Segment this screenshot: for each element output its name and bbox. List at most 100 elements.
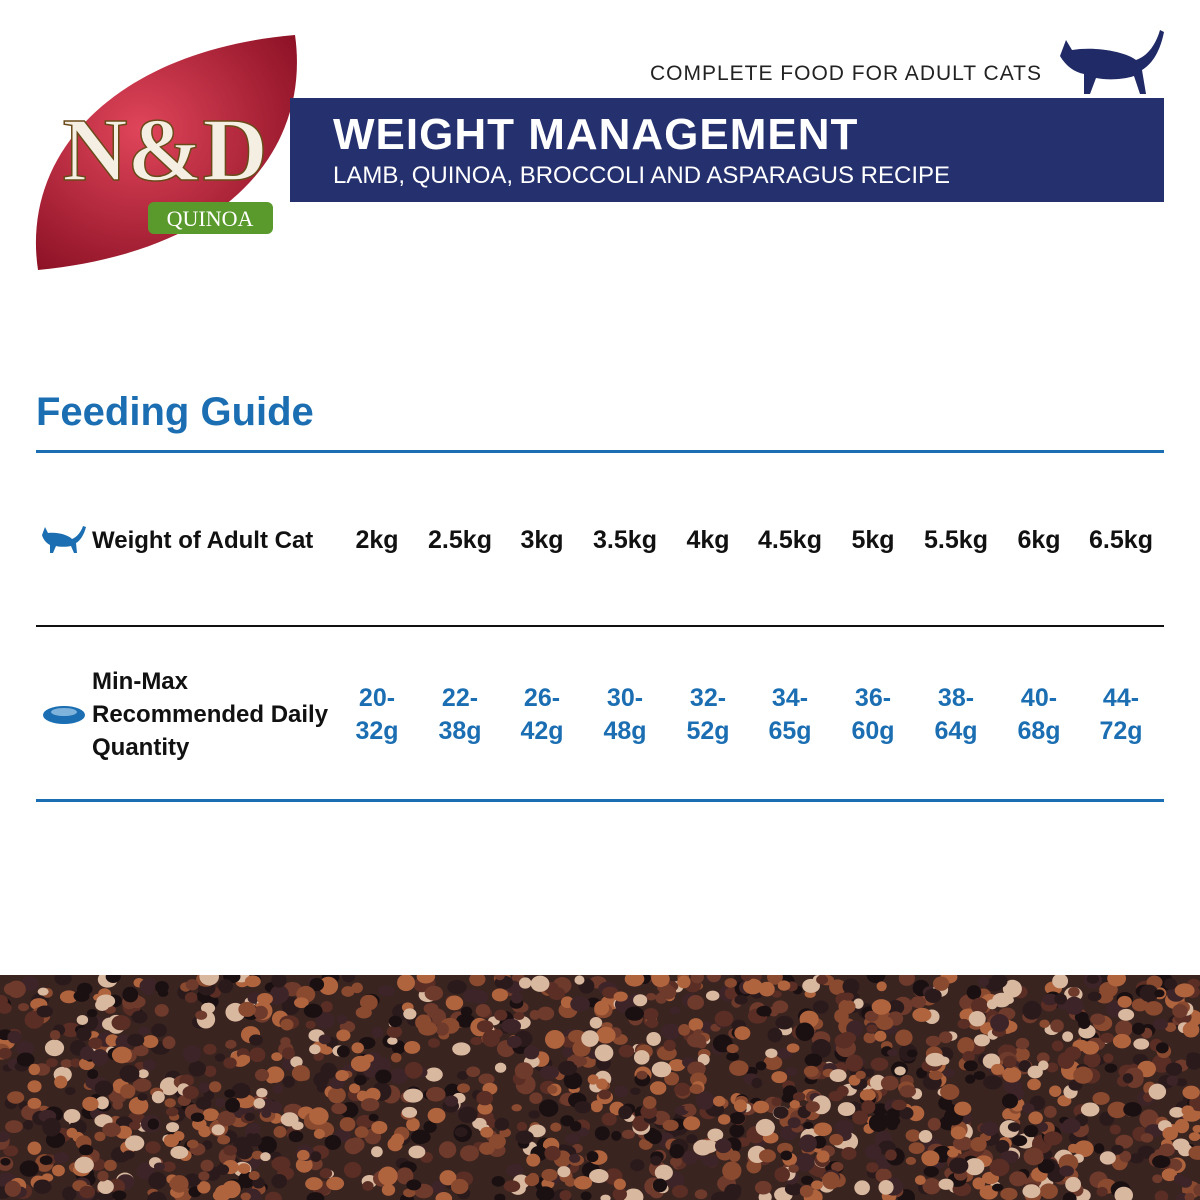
- seed: [1000, 1187, 1018, 1200]
- seed: [282, 1075, 295, 1088]
- seed: [950, 1126, 967, 1140]
- seed: [910, 996, 926, 1009]
- seed: [755, 1061, 767, 1071]
- seed: [1062, 1192, 1077, 1200]
- seed: [456, 1013, 475, 1028]
- seed: [742, 978, 763, 995]
- seed: [0, 1047, 12, 1059]
- seed: [309, 1044, 321, 1055]
- seed: [185, 979, 199, 991]
- seed: [217, 1134, 231, 1145]
- seed: [707, 1128, 724, 1142]
- seed: [198, 1125, 212, 1138]
- seed: [249, 1034, 263, 1046]
- seed: [724, 978, 737, 988]
- seed: [670, 1156, 682, 1167]
- seed: [729, 1112, 746, 1125]
- seed: [1043, 1105, 1057, 1118]
- seed: [1067, 1143, 1079, 1153]
- seed: [965, 1074, 976, 1084]
- seed: [870, 1057, 889, 1071]
- seed: [218, 979, 233, 994]
- quantity-cell: 36-60g: [851, 684, 895, 745]
- seed: [488, 1134, 506, 1149]
- seed: [561, 1047, 573, 1058]
- seed: [410, 1129, 430, 1145]
- seed: [1107, 1101, 1128, 1119]
- seed: [268, 1101, 283, 1114]
- seed: [336, 1014, 348, 1024]
- seed: [693, 1139, 713, 1156]
- seed: [763, 1055, 783, 1071]
- seed: [513, 1011, 525, 1020]
- seed: [992, 1183, 1004, 1192]
- seed: [1132, 1022, 1146, 1035]
- seed: [574, 1101, 592, 1114]
- seed: [621, 1129, 635, 1140]
- seed: [124, 1135, 145, 1151]
- seed: [1165, 1062, 1183, 1076]
- seed: [647, 1129, 663, 1145]
- row-label: Weight of Adult Cat: [92, 527, 314, 554]
- seed: [905, 1129, 921, 1142]
- seed: [1037, 1122, 1049, 1132]
- seed: [1182, 1085, 1200, 1100]
- seed: [128, 1096, 149, 1115]
- seed: [1078, 1017, 1091, 1029]
- seed: [624, 1006, 645, 1021]
- seed: [688, 1018, 704, 1032]
- seed: [726, 1043, 739, 1054]
- seed: [799, 1134, 817, 1153]
- seed: [310, 1151, 322, 1162]
- seed: [780, 1150, 793, 1161]
- seed: [427, 1038, 440, 1048]
- seed: [318, 1034, 331, 1045]
- seed: [1062, 1031, 1074, 1042]
- seed: [1051, 1040, 1064, 1052]
- weight-cell: 3kg: [520, 526, 564, 554]
- seed: [28, 1063, 41, 1076]
- seed: [886, 1108, 902, 1119]
- seed: [1172, 1138, 1190, 1151]
- seed: [406, 1179, 422, 1191]
- seed: [613, 1178, 626, 1190]
- seed: [170, 1146, 189, 1159]
- seed: [1064, 1046, 1082, 1061]
- seed: [861, 1100, 876, 1114]
- seed: [758, 981, 775, 997]
- seed: [1073, 1066, 1093, 1084]
- seed: [754, 1180, 772, 1195]
- seed: [73, 990, 90, 1002]
- seed: [729, 1060, 749, 1076]
- seed: [222, 1180, 241, 1199]
- seed: [133, 1045, 149, 1057]
- seed: [294, 997, 309, 1009]
- seed: [231, 1082, 251, 1099]
- seed: [86, 1008, 98, 1018]
- seed: [511, 1104, 522, 1112]
- seed: [1174, 1173, 1185, 1184]
- seed: [88, 1037, 103, 1049]
- seed: [1093, 1143, 1105, 1154]
- seed: [1100, 1032, 1114, 1044]
- seed: [142, 1059, 156, 1071]
- seed: [161, 1161, 176, 1172]
- quantity-cell: 20-32g: [355, 684, 399, 745]
- seed: [169, 1177, 183, 1190]
- seed: [577, 1127, 589, 1137]
- seed: [162, 1036, 176, 1050]
- seed: [536, 1186, 555, 1200]
- seed: [964, 1158, 985, 1176]
- seed: [102, 1122, 121, 1137]
- seed: [646, 1018, 659, 1029]
- seed: [1166, 1075, 1178, 1086]
- seed: [943, 1069, 955, 1078]
- seed: [611, 1130, 622, 1141]
- seed: [341, 986, 355, 997]
- seed: [594, 1126, 610, 1141]
- seed: [111, 1015, 131, 1031]
- seed: [686, 1033, 707, 1048]
- seed: [450, 1178, 469, 1195]
- seed: [315, 1012, 335, 1029]
- seed: [501, 1018, 522, 1034]
